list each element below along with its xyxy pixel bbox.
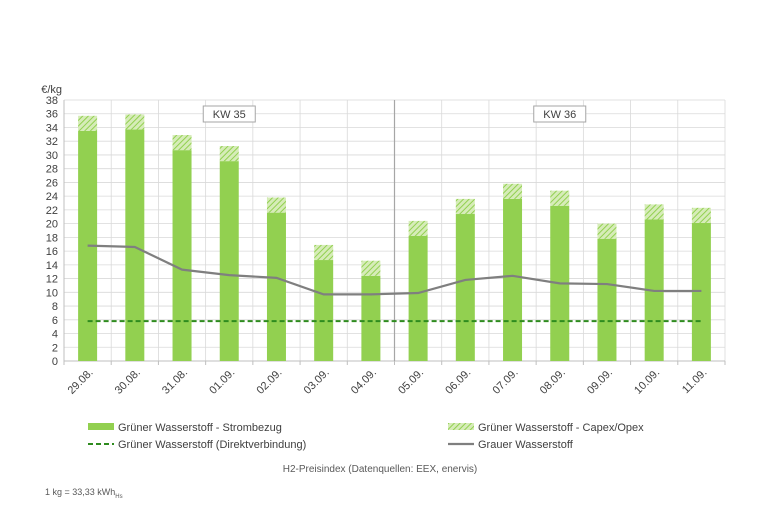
axes	[63, 100, 726, 365]
legend-label: Grüner Wasserstoff - Capex/Opex	[478, 422, 644, 434]
y-tick-label: 36	[46, 109, 58, 121]
y-tick-label: 26	[46, 177, 58, 189]
x-tick-label: 09.09.	[585, 367, 615, 397]
y-tick-label: 32	[46, 136, 58, 148]
y-tick-label: 28	[46, 164, 58, 176]
week-label: KW 36	[543, 109, 576, 121]
y-tick-label: 24	[46, 191, 58, 203]
y-tick-label: 18	[46, 232, 58, 244]
bar-capex-opex	[691, 207, 711, 223]
week-label-box	[533, 105, 587, 123]
y-tick-label: 4	[52, 329, 58, 341]
y-tick-label: 34	[46, 122, 58, 134]
x-tick-label: 04.09.	[349, 367, 379, 397]
y-tick-label: 14	[46, 260, 58, 272]
footnote-main: 1 kg = 33,33 kWh	[45, 487, 116, 497]
bar-capex-opex	[644, 204, 664, 220]
bar-capex-opex	[125, 114, 145, 130]
y-tick-label: 16	[46, 246, 58, 258]
bar-capex-opex	[219, 146, 239, 162]
legend-label: Grüner Wasserstoff (Direktverbindung)	[118, 439, 306, 451]
bar-capex-opex	[78, 115, 98, 131]
bar-capex-opex	[172, 135, 192, 151]
y-tick-label: 12	[46, 274, 58, 286]
x-tick-label: 06.09.	[443, 367, 473, 397]
x-tick-label: 08.09.	[538, 367, 568, 397]
bar-strombezug	[314, 260, 334, 361]
bar-strombezug	[125, 129, 145, 361]
bar-capex-opex	[455, 198, 475, 215]
bar-strombezug	[597, 238, 617, 361]
y-tick-label: 6	[52, 315, 58, 327]
x-tick-label: 11.09.	[680, 367, 710, 397]
y-tick-label: 8	[52, 301, 58, 313]
source-note: H2-Preisindex (Datenquellen: EEX, enervi…	[282, 464, 478, 475]
bar-strombezug	[172, 150, 192, 361]
bar-capex-opex	[550, 190, 570, 206]
y-tick-label: 38	[46, 95, 58, 107]
week-label: KW 35	[213, 109, 246, 121]
x-tick-label: 30.08.	[113, 367, 143, 397]
week-label-box	[202, 105, 256, 123]
x-tick-label: 03.09.	[302, 367, 332, 397]
y-tick-label: 30	[46, 150, 58, 162]
unit-footnote: 1 kg = 33,33 kWhHs	[45, 487, 123, 500]
legend-swatch-capex-opex	[448, 423, 474, 430]
bar-strombezug	[266, 212, 286, 361]
y-tick-label: 2	[52, 342, 58, 354]
bar-capex-opex	[503, 183, 523, 199]
bar-strombezug	[219, 161, 239, 361]
y-tick-label: 0	[52, 356, 58, 368]
y-tick-label: 22	[46, 205, 58, 217]
bar-capex-opex	[266, 197, 286, 213]
legend: Grüner Wasserstoff - Strombezug Grüner Wa…	[88, 422, 644, 451]
x-tick-label: 02.09.	[254, 367, 284, 397]
bar-strombezug	[455, 214, 475, 361]
legend-swatch-strombezug	[88, 423, 114, 430]
bar-capex-opex	[408, 220, 428, 236]
x-tick-label: 05.09.	[396, 367, 426, 397]
y-tick-label: 10	[46, 287, 58, 299]
line-grauer-wasserstoff	[87, 244, 702, 296]
x-tick-label: 01.09.	[207, 367, 237, 397]
y-tick-label: 20	[46, 219, 58, 231]
bar-strombezug	[503, 198, 523, 361]
x-tick-label: 29.08.	[66, 367, 96, 397]
legend-label: Grüner Wasserstoff - Strombezug	[118, 422, 282, 434]
bar-strombezug	[408, 235, 428, 361]
bar-strombezug	[361, 275, 381, 361]
lines	[87, 244, 702, 323]
legend-label: Grauer Wasserstoff	[478, 439, 574, 451]
y-axis-label: €/kg	[41, 84, 62, 96]
bar-capex-opex	[597, 223, 617, 239]
x-tick-label: 31.08.	[160, 367, 190, 397]
x-tick-label: 07.09.	[491, 367, 521, 397]
footnote-sub: Hs	[115, 493, 123, 500]
bar-capex-opex	[314, 244, 334, 261]
x-tick-label: 10.09.	[632, 367, 662, 397]
bar-capex-opex	[361, 260, 381, 276]
